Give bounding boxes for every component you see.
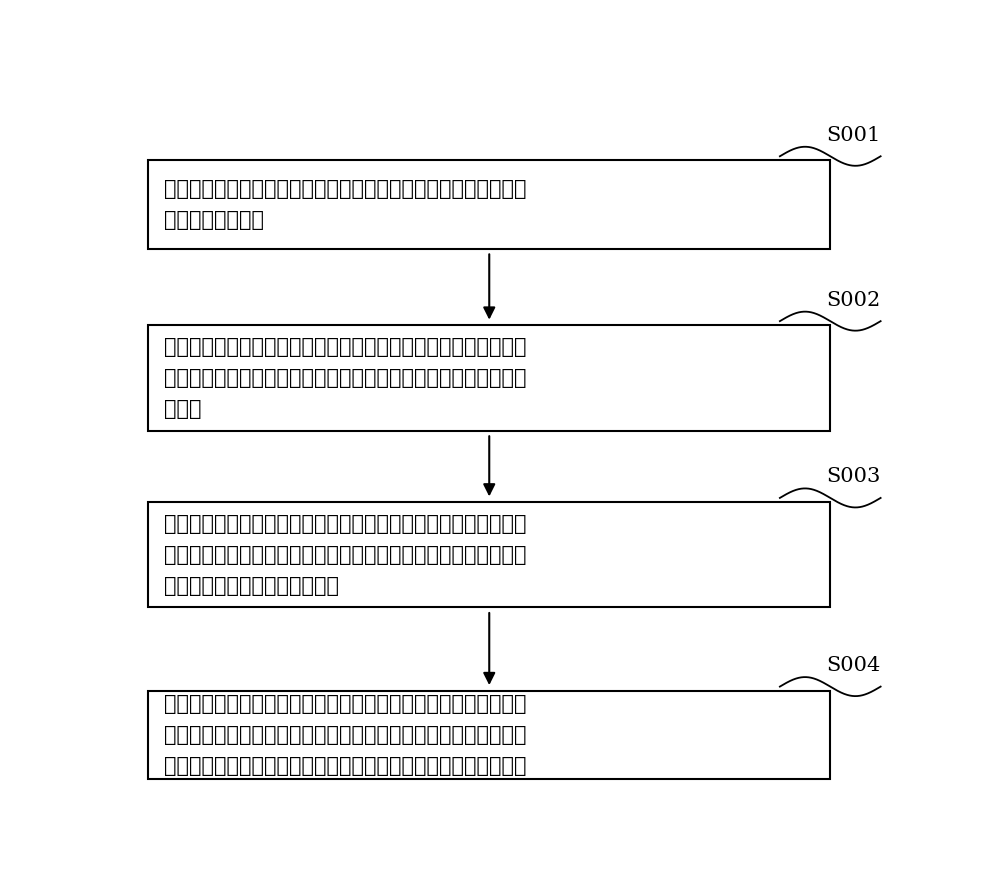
FancyBboxPatch shape (148, 325, 830, 431)
Text: 对最小外接矩形进行扩增，获取焊缝分割区域，在目标图像中裁剪
出焊缝分割区域作为焊缝参考图，并根据最小外接矩形的区域和扩
增的区域对焊缝参考图进行分区: 对最小外接矩形进行扩增，获取焊缝分割区域，在目标图像中裁剪 出焊缝分割区域作为焊… (164, 514, 526, 596)
Text: S004: S004 (826, 656, 881, 675)
Text: S001: S001 (826, 125, 881, 145)
FancyBboxPatch shape (148, 502, 830, 608)
Text: S003: S003 (826, 467, 881, 487)
FancyBboxPatch shape (148, 691, 830, 779)
Text: S002: S002 (826, 291, 881, 310)
Text: 通过计算焊缝参考图中每两个像素点之间的颜色距离、空间距离和
类激活差异获取每两个像素点之间的综合差异，依据综合差异和焊
缝参考图分区的数量对焊缝参考图进行超像素: 通过计算焊缝参考图中每两个像素点之间的颜色距离、空间距离和 类激活差异获取每两个… (164, 694, 526, 776)
Text: 采集拼装完成的结构件图像，利用神经网络识别出结构件图像中存
在焊缝的目标图像: 采集拼装完成的结构件图像，利用神经网络识别出结构件图像中存 在焊缝的目标图像 (164, 179, 526, 230)
Text: 根据目标图像对应的神经网络获取目标图像以焊缝为敏感区域的类
激活图；对类激活图的灰度图像进行阈值分割，得到焊缝的最小外
接矩形: 根据目标图像对应的神经网络获取目标图像以焊缝为敏感区域的类 激活图；对类激活图的… (164, 336, 526, 419)
FancyBboxPatch shape (148, 161, 830, 249)
